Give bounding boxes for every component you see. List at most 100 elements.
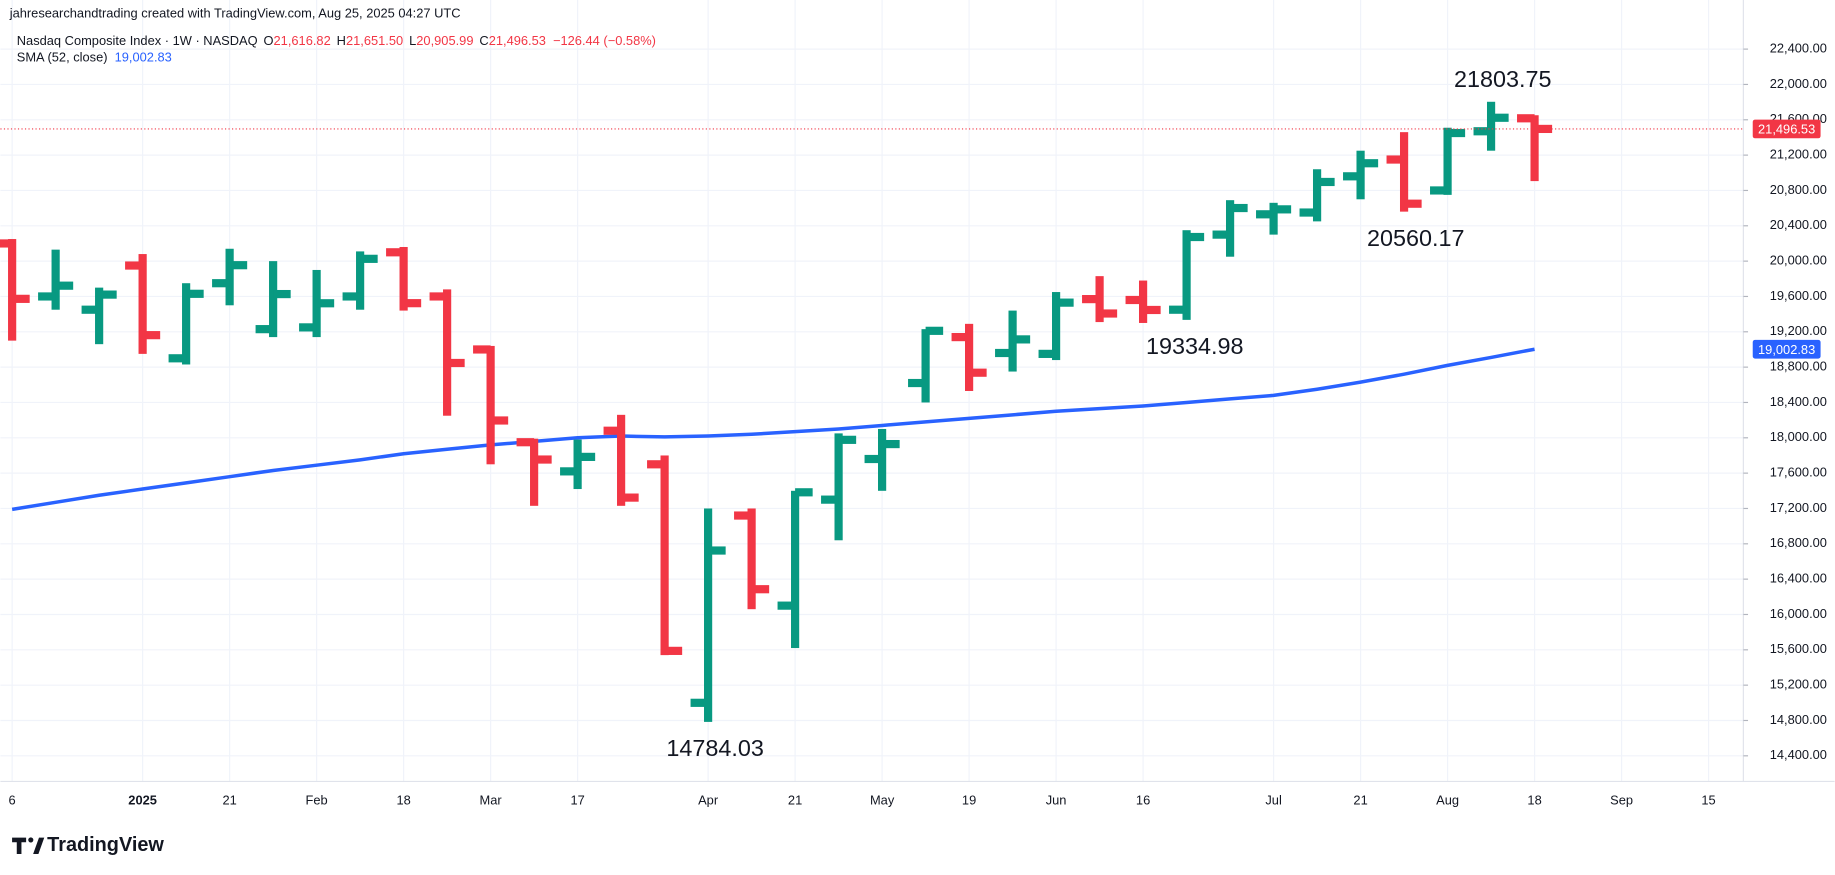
bar-open: [342, 292, 361, 301]
ohlc-bar: [299, 269, 335, 338]
bar-close: [708, 546, 726, 555]
bar-close: [55, 281, 74, 290]
ohlc-bar: [1125, 280, 1161, 323]
y-tick-label: 17,200.00: [1770, 500, 1827, 515]
bar-close: [316, 299, 335, 308]
bar-open: [1082, 295, 1100, 304]
y-tick-label: 20,800.00: [1770, 182, 1827, 197]
x-tick-label: May: [870, 793, 895, 808]
high-value: 21,651.50: [346, 34, 403, 49]
ohlc-bar: [690, 508, 726, 722]
bar-range: [225, 248, 234, 306]
bar-close: [403, 299, 422, 308]
bar-range: [530, 438, 539, 506]
x-tick-label: Apr: [698, 793, 719, 808]
logo-slash: [33, 837, 45, 854]
bar-close: [447, 358, 465, 368]
bar-range: [1530, 115, 1539, 182]
bar-close: [273, 289, 291, 299]
x-tick-label: Sep: [1610, 793, 1633, 808]
ohlc-bar: [908, 326, 944, 403]
bar-range: [834, 433, 843, 541]
bar-open: [1256, 210, 1274, 219]
bar-open: [1125, 295, 1144, 305]
ohlc-bar: [1212, 200, 1248, 257]
x-tick-label: 17: [570, 793, 584, 808]
price-annotation: 20560.17: [1367, 225, 1465, 251]
bar-range: [1443, 127, 1452, 195]
y-tick-label: 14,800.00: [1770, 712, 1827, 727]
bar-open: [951, 333, 970, 342]
ohlc-bar: [1386, 132, 1422, 212]
price-annotation: 14784.03: [666, 735, 764, 761]
last-price-label: 21,496.53: [1758, 121, 1815, 136]
close-label: C: [479, 34, 488, 49]
indicator-name: SMA (52, close): [17, 50, 108, 65]
ohlc-bar: [429, 289, 465, 416]
bar-range: [356, 251, 365, 310]
bar-open: [386, 248, 404, 257]
x-tick-label: 19: [962, 793, 976, 808]
bar-close: [795, 488, 813, 497]
bar-close: [838, 435, 857, 444]
sma-line: [11, 347, 1535, 512]
bar-open: [1430, 186, 1448, 195]
ohlc-bar: [516, 438, 552, 506]
bar-close: [621, 493, 639, 502]
open-label: O: [264, 34, 274, 49]
ohlc-bar: [125, 254, 161, 354]
bar-range: [921, 329, 930, 403]
change-value: −126.44 (−0.58%): [553, 34, 656, 49]
y-tick-label: 18,000.00: [1770, 429, 1827, 444]
bar-open: [1169, 305, 1187, 314]
bar-close: [1099, 309, 1118, 318]
x-tick-label: 21: [1353, 793, 1367, 808]
bar-range: [573, 439, 582, 490]
x-tick-label: 2025: [128, 793, 157, 808]
bar-range: [1269, 202, 1278, 235]
axes: 14,400.00 14,800.00 15,200.00 15,600.00 16,0…: [9, 41, 1827, 808]
high-label: H: [337, 34, 346, 49]
y-tick-label: 15,200.00: [1770, 677, 1827, 692]
bar-open: [473, 345, 491, 354]
x-tick-label: Jul: [1265, 793, 1281, 808]
bar-open: [1212, 230, 1231, 239]
bar-close: [142, 331, 161, 340]
y-tick-label: 18,800.00: [1770, 359, 1827, 374]
ohlc-bar: [995, 310, 1031, 372]
x-tick-label: 15: [1701, 793, 1715, 808]
ohlc-bar: [1038, 292, 1074, 361]
x-tick-label: 21: [222, 793, 236, 808]
y-tick-label: 19,600.00: [1770, 288, 1827, 303]
sma-tag: [1752, 339, 1821, 359]
bar-open: [1038, 349, 1057, 358]
ohlc-bar: [864, 428, 900, 491]
bar-range: [1486, 101, 1496, 151]
bar-close: [490, 416, 509, 425]
x-tick-label: 16: [1136, 793, 1150, 808]
x-tick-label: 18: [396, 793, 410, 808]
ohlc-bar: [38, 249, 74, 310]
bar-range: [269, 261, 278, 338]
ohlc-bar: [473, 345, 509, 465]
ohlc-bar: [777, 488, 813, 649]
bar-close: [1404, 199, 1422, 208]
bar-open: [125, 261, 143, 270]
open-value: 21,616.82: [274, 34, 331, 49]
ohlc-bar: [647, 455, 683, 656]
bar-open: [1299, 208, 1318, 217]
symbol: Nasdaq Composite Index · 1W · NASDAQ: [17, 34, 258, 49]
bar-range: [747, 508, 756, 610]
y-tick-label: 16,800.00: [1770, 535, 1827, 550]
last-price-tag: [1752, 119, 1821, 139]
symbol-legend: Nasdaq Composite Index · 1W · NASDAQ O21…: [17, 34, 656, 49]
bar-range: [182, 283, 191, 365]
y-tick-label: 19,200.00: [1770, 323, 1827, 338]
y-tick-label: 21,200.00: [1770, 147, 1827, 162]
bar-range: [95, 287, 104, 345]
logo-mark: [12, 837, 27, 854]
bar-close: [1012, 335, 1031, 344]
bar-close: [1186, 232, 1205, 242]
